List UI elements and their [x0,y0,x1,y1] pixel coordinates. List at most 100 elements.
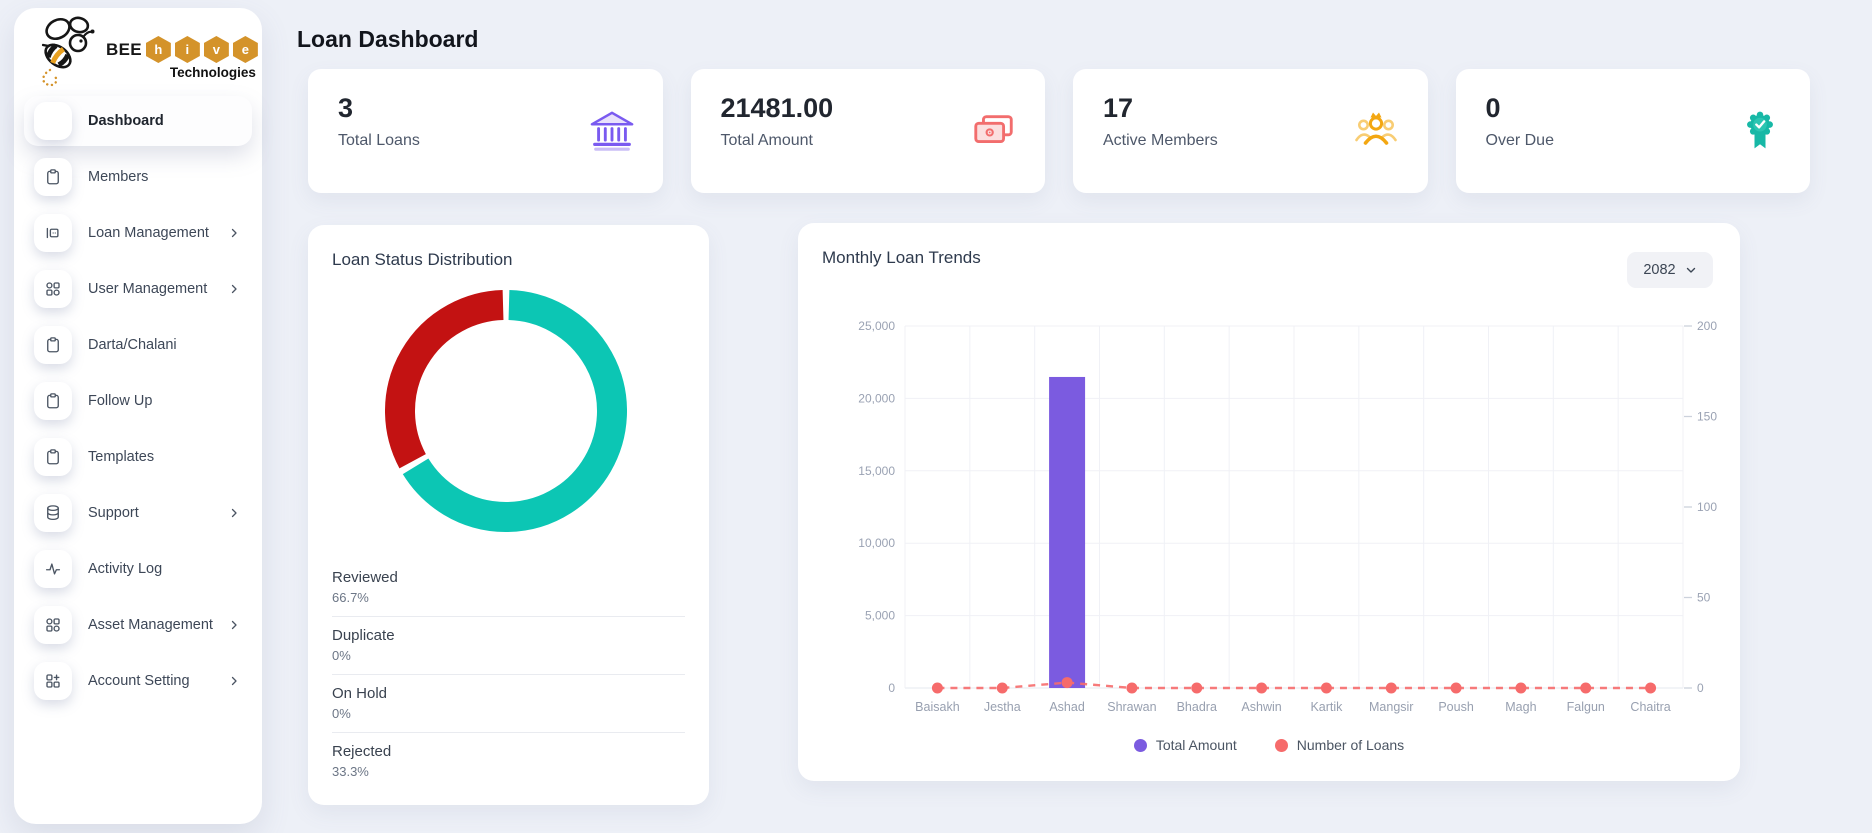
chevron-right-icon [228,507,240,519]
loan-status-legend: Reviewed 66.7% Duplicate 0% On Hold 0% R… [332,559,685,790]
svg-text:Baisakh: Baisakh [915,700,960,714]
line-point-jestha[interactable] [996,682,1008,694]
svg-text:Jestha: Jestha [984,700,1021,714]
stat-value: 0 [1485,93,1501,123]
line-point-falgun[interactable] [1580,682,1592,694]
line-point-ashwin[interactable] [1256,682,1268,694]
status-legend-value: 0% [332,648,351,663]
stat-value: 3 [338,93,354,123]
legend-dot [1133,738,1147,752]
database-icon [34,494,72,532]
brand-logo: BEE h i v e Technologies [28,12,258,97]
sidebar-item-label: Darta/Chalani [88,337,177,353]
sidebar-item-label: Loan Management [88,225,209,241]
sidebar-item-darta-chalani[interactable]: Darta/Chalani [24,320,252,370]
sidebar-item-user-management[interactable]: User Management [24,264,252,314]
svg-text:Ashwin: Ashwin [1241,700,1281,714]
chevron-right-icon [228,283,240,295]
sidebar-item-asset-management[interactable]: Asset Management [24,600,252,650]
legend-item-total-amount[interactable]: Total Amount [1133,737,1237,753]
stats-row: 3 Total Loans 21481.00 Total Amount 17 A… [308,69,1810,193]
loan-status-title: Loan Status Distribution [332,250,513,269]
svg-text:Poush: Poush [1438,700,1473,714]
stat-value: 21481.00 [720,93,834,123]
sidebar-item-members[interactable]: Members [24,152,252,202]
svg-text:20,000: 20,000 [858,391,895,405]
svg-text:0: 0 [888,681,895,695]
badge-icon [1738,109,1782,153]
svg-text:100: 100 [1697,500,1717,514]
svg-text:25,000: 25,000 [858,319,895,333]
sidebar-item-label: Asset Management [88,617,213,633]
sidebar-item-label: Templates [88,449,155,465]
line-point-bhadra[interactable] [1191,682,1203,694]
line-point-ashad[interactable] [1061,677,1073,689]
status-legend-label: On Hold [332,685,388,702]
sidebar-item-label: Support [88,505,139,521]
status-legend-label: Reviewed [332,569,398,586]
status-legend-item-reviewed: Reviewed 66.7% [332,559,685,617]
status-legend-item-on-hold: On Hold 0% [332,675,685,733]
clipboard-icon [34,438,72,476]
line-point-magh[interactable] [1515,682,1527,694]
line-point-mangsir[interactable] [1385,682,1397,694]
year-select-value: 2082 [1643,262,1676,278]
sidebar-item-support[interactable]: Support [24,488,252,538]
legend-item-number-of-loans[interactable]: Number of Loans [1274,737,1405,753]
stat-card-total-amount: 21481.00 Total Amount [690,69,1045,193]
status-legend-item-rejected: Rejected 33.3% [332,733,685,790]
svg-text:Ashad: Ashad [1049,700,1084,714]
sidebar-item-label: Dashboard [88,113,164,129]
loan-icon [34,214,72,252]
stat-card-over-due: 0 Over Due [1455,69,1810,193]
bank-icon [589,108,635,154]
monthly-trends-title: Monthly Loan Trends [822,248,981,267]
line-point-kartik[interactable] [1320,682,1332,694]
trends-legend: Total Amount Number of Loans [798,737,1740,753]
chevron-right-icon [228,675,240,687]
stat-label: Total Loans [338,132,420,149]
loan-status-donut-chart[interactable] [385,290,627,532]
year-select[interactable]: 2082 [1627,252,1713,288]
sidebar-item-follow-up[interactable]: Follow Up [24,376,252,426]
status-legend-label: Rejected [332,743,392,760]
brand-hex-v: v [203,36,229,63]
line-point-shrawan[interactable] [1126,682,1138,694]
sidebar-item-label: Activity Log [88,561,163,577]
donut-segment-reviewed[interactable] [402,290,627,532]
brand-hex-h: h [145,36,171,63]
cash-icon [971,108,1017,154]
brand-subtitle: Technologies [169,65,256,80]
sidebar-item-label: Members [88,169,149,185]
sidebar: BEE h i v e Technologies Dashboard Membe… [14,8,262,824]
monthly-trends-card: Monthly Loan Trends 2082 0 5,000 10,000 15,… [798,223,1740,781]
svg-text:0: 0 [1697,681,1704,695]
svg-text:Bhadra: Bhadra [1177,700,1217,714]
svg-text:150: 150 [1697,410,1717,424]
brand-hex-e: e [232,36,258,63]
line-point-baisakh[interactable] [931,682,943,694]
sidebar-item-account-setting[interactable]: Account Setting [24,656,252,706]
sidebar-item-label: Follow Up [88,393,153,409]
sidebar-item-templates[interactable]: Templates [24,432,252,482]
sidebar-item-loan-management[interactable]: Loan Management [24,208,252,258]
stat-label: Active Members [1103,132,1218,149]
status-legend-label: Duplicate [332,627,395,644]
svg-text:200: 200 [1697,319,1717,333]
sidebar-item-activity-log[interactable]: Activity Log [24,544,252,594]
line-point-poush[interactable] [1450,682,1462,694]
sidebar-item-dashboard[interactable]: Dashboard [24,96,252,146]
status-legend-value: 0% [332,706,351,721]
monthly-trends-chart[interactable]: 0 5,000 10,000 15,000 20,000 25,000 0 50 100 150 2… [798,223,1740,781]
line-point-chaitra[interactable] [1645,682,1657,694]
members-icon [1352,107,1400,155]
chevron-right-icon [228,227,240,239]
bar-ashad[interactable] [1049,376,1086,688]
svg-text:10,000: 10,000 [858,536,895,550]
stat-card-total-loans: 3 Total Loans [308,69,663,193]
legend-label: Number of Loans [1296,737,1405,753]
page-title: Loan Dashboard [297,26,479,52]
donut-segment-rejected[interactable] [385,290,504,469]
grid-icon [34,606,72,644]
